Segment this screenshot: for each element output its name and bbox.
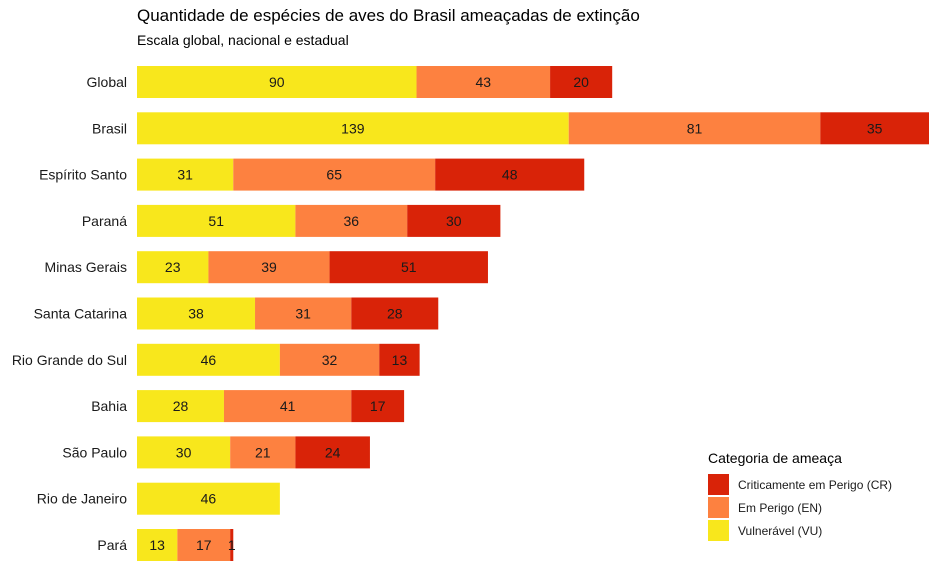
category-label-para: Pará [97,537,127,553]
legend-item-2: Vulnerável (VU) [708,519,892,542]
bar-global-series-0 [137,66,417,98]
legend-item-0: Criticamente em Perigo (CR) [708,473,892,496]
bar-parana-series-2 [407,204,501,237]
bar-para-series-2 [230,529,234,561]
category-label-minas-gerais: Minas Gerais [45,259,127,275]
value-label-sao-paulo-series-0: 30 [176,444,192,460]
bar-espirito-santo-series-1 [233,158,436,191]
bar-rio-grande-do-sul-series-0 [137,343,280,376]
legend-swatch-1 [708,497,729,518]
legend-swatch-2 [708,520,729,541]
legend: Categoria de ameaça Criticamente em Peri… [708,450,892,542]
legend-title: Categoria de ameaça [708,450,842,466]
category-label-brasil: Brasil [92,120,127,136]
value-label-parana-series-0: 51 [208,213,224,229]
value-label-bahia-series-0: 28 [173,398,189,414]
value-label-brasil-series-0: 139 [341,120,365,136]
bar-santa-catarina-series-0 [137,297,256,330]
value-label-rio-grande-do-sul-series-1: 32 [322,352,338,368]
bar-para-series-1 [177,529,231,561]
category-label-parana: Paraná [82,213,127,229]
value-label-brasil-series-2: 35 [867,120,883,136]
value-label-bahia-series-2: 17 [370,398,386,414]
bar-brasil-series-1 [568,112,821,145]
bar-rio-grande-do-sul-series-2 [379,343,420,376]
category-label-santa-catarina: Santa Catarina [34,306,128,322]
bar-brasil-series-0 [137,112,569,145]
bar-santa-catarina-series-2 [351,297,439,330]
value-label-sao-paulo-series-2: 24 [325,444,341,460]
bar-minas-gerais-series-0 [137,251,209,284]
bar-sao-paulo-series-2 [295,436,370,469]
chart-subtitle: Escala global, nacional e estadual [137,32,349,48]
legend-label-0: Criticamente em Perigo (CR) [738,477,893,492]
bar-santa-catarina-series-1 [255,297,352,330]
bar-minas-gerais-series-1 [208,251,330,284]
value-label-santa-catarina-series-2: 28 [387,306,403,322]
category-label-espirito-santo: Espírito Santo [39,167,127,183]
value-label-rio-grande-do-sul-series-2: 13 [392,352,408,368]
bar-bahia-series-1 [223,390,352,423]
value-label-rio-de-janeiro-series-0: 46 [201,491,217,507]
bar-minas-gerais-series-2 [329,251,488,284]
value-label-parana-series-2: 30 [446,213,462,229]
value-label-global-series-1: 43 [476,74,492,90]
value-label-sao-paulo-series-1: 21 [255,444,271,460]
value-label-santa-catarina-series-1: 31 [295,306,311,322]
category-label-sao-paulo: São Paulo [62,444,127,460]
value-label-global-series-0: 90 [269,74,285,90]
value-label-espirito-santo-series-2: 48 [502,167,518,183]
category-label-bahia: Bahia [91,398,127,414]
bar-sao-paulo-series-0 [137,436,231,469]
value-label-minas-gerais-series-2: 51 [401,259,417,275]
bar-espirito-santo-series-0 [137,158,234,191]
legend-label-1: Em Perigo (EN) [738,500,823,515]
value-label-global-series-2: 20 [573,74,589,90]
bar-global-series-2 [550,66,613,98]
bar-rio-de-janeiro-series-0 [137,482,280,515]
value-label-espirito-santo-series-1: 65 [326,167,342,183]
value-label-brasil-series-1: 81 [687,120,703,136]
legend-label-2: Vulnerável (VU) [738,523,823,538]
value-label-rio-grande-do-sul-series-0: 46 [201,352,217,368]
bar-bahia-series-2 [351,390,405,423]
value-label-minas-gerais-series-1: 39 [261,259,277,275]
legend-swatch-0 [708,474,729,495]
value-label-santa-catarina-series-0: 38 [188,306,204,322]
value-label-parana-series-1: 36 [344,213,360,229]
bar-espirito-santo-series-2 [435,158,585,191]
bar-para-series-0 [137,529,178,561]
bar-sao-paulo-series-1 [230,436,296,469]
value-label-minas-gerais-series-0: 23 [165,259,181,275]
bar-global-series-1 [416,66,551,98]
value-label-bahia-series-1: 41 [280,398,296,414]
value-label-para-series-2: 1 [228,537,236,553]
value-label-espirito-santo-series-0: 31 [177,167,193,183]
category-label-rio-de-janeiro: Rio de Janeiro [37,491,127,507]
bar-parana-series-1 [295,204,408,237]
legend-item-1: Em Perigo (EN) [708,496,892,519]
bar-rio-grande-do-sul-series-1 [279,343,380,376]
value-label-para-series-0: 13 [149,537,165,553]
bar-brasil-series-2 [820,112,929,145]
value-label-para-series-1: 17 [196,537,212,553]
category-label-global: Global [87,74,127,90]
bar-parana-series-0 [137,204,296,237]
chart-title: Quantidade de espécies de aves do Brasil… [137,6,640,25]
bar-bahia-series-0 [137,390,224,423]
legend-items: Criticamente em Perigo (CR) Em Perigo (EN… [708,473,892,542]
category-label-rio-grande-do-sul: Rio Grande do Sul [12,352,127,368]
